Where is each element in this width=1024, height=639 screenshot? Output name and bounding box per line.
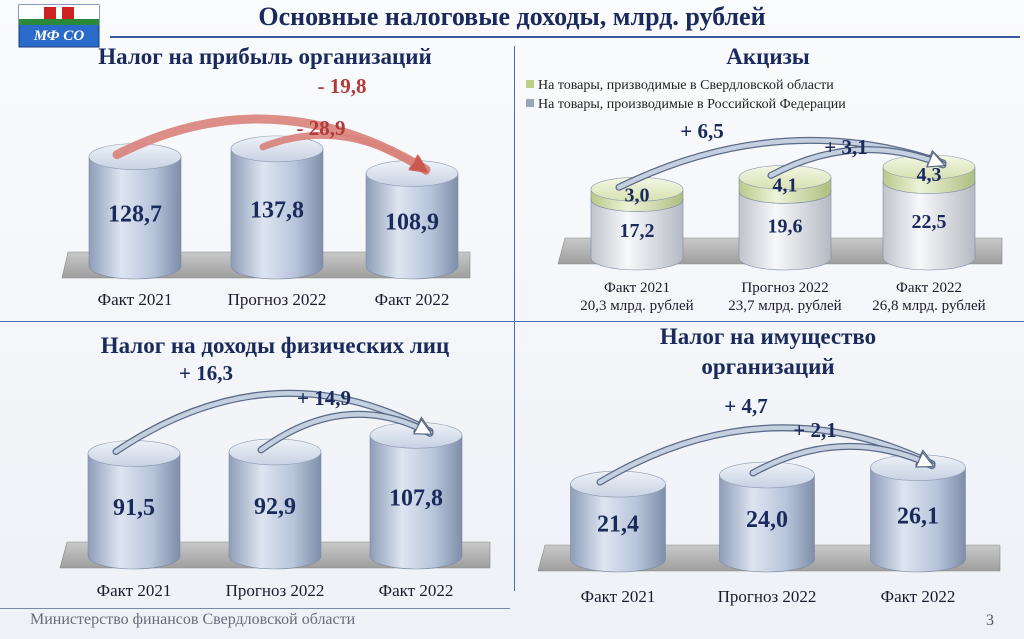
panel-title-property-tax: Налог на имущество организаций: [518, 322, 1018, 382]
category-sublabel-1-0: 20,3 млрд. рублей: [580, 298, 693, 314]
bar-2-1: [228, 438, 322, 570]
excise-label-so-2: 4,3: [917, 164, 942, 186]
excise-label-so-0: 3,0: [625, 184, 650, 206]
bar-3-0: [570, 470, 666, 573]
vertical-divider: [514, 46, 515, 591]
category-label-0-0: Факт 2021: [98, 290, 173, 309]
panel-title-profit-tax: Налог на прибыль организаций: [98, 44, 432, 69]
bar-0-1: [230, 135, 324, 280]
bar-3-2: [870, 454, 966, 573]
excise-bar-so-0: [590, 177, 684, 212]
annotation-3-0: + 4,7: [724, 394, 767, 418]
annotation-0-1: - 28,9: [297, 116, 346, 140]
category-label-1-1: Прогноз 2022: [741, 280, 828, 296]
bar-0-2: [365, 160, 459, 280]
excise-bar-rf-1-body: [738, 191, 832, 271]
legend-item-sverdlovsk: На товары, призводимые в Свердловской об…: [526, 78, 834, 94]
page-number: 3: [986, 612, 994, 629]
bar-3-1-body: [719, 474, 815, 573]
arrow-3-0: [597, 425, 936, 485]
arrow-1-1: [768, 147, 947, 178]
bar-2-2: [369, 421, 463, 570]
value-label-2-0: 91,5: [113, 495, 155, 521]
category-label-2-1: Прогноз 2022: [226, 581, 325, 600]
arrow-2-0: [113, 391, 433, 454]
excise-bar-so-1: [738, 165, 832, 204]
excise-label-rf-1: 19,6: [768, 216, 803, 238]
bar-2-0: [87, 440, 181, 570]
bar-0-2-body: [365, 173, 459, 280]
category-label-3-2: Факт 2022: [881, 587, 956, 606]
excise-label-rf-0: 17,2: [620, 220, 655, 242]
category-sublabel-1-1: 23,7 млрд. рублей: [728, 298, 841, 314]
annotation-2-1: + 14,9: [297, 386, 351, 410]
excise-bar-rf-2-body: [882, 181, 976, 271]
value-label-3-0: 21,4: [597, 512, 639, 538]
arrow-2-1: [258, 412, 433, 453]
ministry-logo: МФ СО: [18, 4, 100, 48]
bar-2-0-body: [87, 453, 181, 570]
category-label-0-1: Прогноз 2022: [228, 290, 327, 309]
panel-title-excise: Акцизы: [726, 44, 810, 69]
arrow-3-1: [750, 444, 936, 476]
legend-swatch-sverdlovsk: [526, 80, 534, 88]
value-label-0-2: 108,9: [385, 210, 439, 236]
footer-text: Министерство финансов Свердловской облас…: [30, 611, 356, 628]
bar-2-1-body: [228, 451, 322, 570]
bar-0-0: [88, 143, 182, 280]
category-label-2-2: Факт 2022: [379, 581, 454, 600]
title-underline: [110, 36, 1020, 38]
bar-2-0-top: [87, 440, 181, 467]
annotation-3-1: + 2,1: [793, 418, 836, 442]
category-label-2-0: Факт 2021: [97, 581, 172, 600]
value-label-3-1: 24,0: [746, 507, 788, 533]
category-label-1-2: Факт 2022: [896, 280, 962, 296]
category-label-3-0: Факт 2021: [581, 587, 656, 606]
panel-title-income-tax: Налог на доходы физических лиц: [100, 333, 450, 358]
value-label-2-2: 107,8: [389, 486, 443, 512]
legend-swatch-russia: [526, 99, 534, 107]
horizontal-divider: [0, 321, 1024, 322]
page-title: Основные налоговые доходы, млрд. рублей: [258, 2, 766, 31]
bar-0-1-top: [230, 135, 324, 163]
value-label-2-1: 92,9: [254, 494, 296, 520]
value-label-0-0: 128,7: [108, 201, 162, 227]
bar-3-1: [719, 461, 815, 573]
category-label-3-1: Прогноз 2022: [718, 587, 817, 606]
annotation-0-0: - 19,8: [318, 74, 367, 98]
bar-3-2-body: [870, 467, 966, 573]
value-label-3-2: 26,1: [897, 503, 939, 529]
excise-bar-rf-0-body: [590, 199, 684, 271]
excise-label-so-1: 4,1: [773, 174, 798, 196]
arrow-0-1: [259, 131, 430, 175]
logo-text: МФ СО: [33, 28, 84, 44]
bar-3-0-body: [570, 483, 666, 573]
category-label-0-2: Факт 2022: [375, 290, 450, 309]
category-sublabel-1-2: 26,8 млрд. рублей: [872, 298, 985, 314]
footer-line: [0, 608, 510, 609]
category-label-1-0: Факт 2021: [604, 280, 670, 296]
panel-title-property-tax-line2: организаций: [701, 354, 835, 379]
annotation-1-1: + 3,1: [824, 135, 867, 159]
bar-0-0-body: [88, 156, 182, 280]
bar-0-1-body: [230, 148, 324, 280]
annotation-1-0: + 6,5: [680, 119, 723, 143]
panel-title-property-tax-line1: Налог на имущество: [659, 324, 877, 349]
bar-2-2-body: [369, 434, 463, 570]
excise-label-rf-2: 22,5: [912, 211, 947, 233]
annotation-2-0: + 16,3: [179, 361, 233, 385]
legend-item-russia: На товары, производимые в Российской Фед…: [526, 97, 846, 113]
value-label-0-1: 137,8: [250, 197, 304, 223]
